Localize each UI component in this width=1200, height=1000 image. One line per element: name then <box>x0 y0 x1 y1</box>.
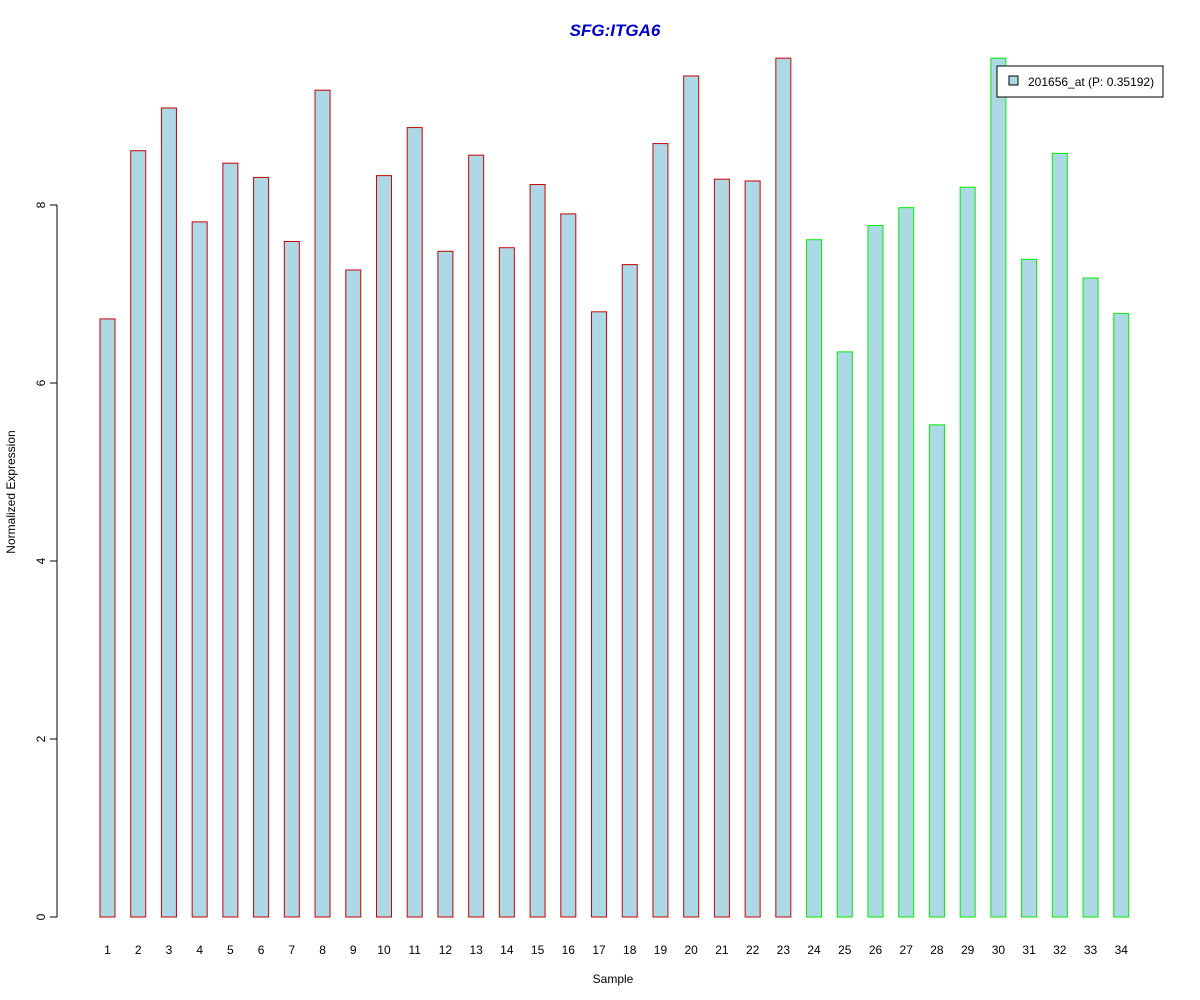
bar <box>621 264 638 918</box>
bar <box>468 154 485 918</box>
bar <box>1021 258 1038 918</box>
bar <box>990 57 1007 918</box>
x-tick-label: 11 <box>408 943 421 957</box>
x-tick-label: 20 <box>685 943 699 957</box>
y-axis: 0 2 4 6 8 <box>34 201 58 920</box>
bar <box>130 150 147 918</box>
bar <box>683 75 700 918</box>
bar <box>160 107 177 918</box>
bar <box>898 207 915 918</box>
bar <box>928 424 945 918</box>
legend-box <box>996 65 1164 98</box>
x-tick-label: 16 <box>562 943 576 957</box>
x-tick-label: 21 <box>715 943 729 957</box>
x-tick-label: 22 <box>746 943 760 957</box>
x-tick-label: 14 <box>500 943 514 957</box>
bar <box>867 224 884 918</box>
x-tick-labels: 1 2 3 4 5 6 7 8 9 10 11 12 13 14 15 16 17 18 19 20 21 22 23 24 2… <box>104 943 1128 957</box>
x-tick-label: 19 <box>654 943 668 957</box>
bar <box>959 186 976 918</box>
legend-swatch <box>1008 75 1019 86</box>
x-tick-label: 12 <box>439 943 453 957</box>
bar <box>283 240 300 918</box>
x-tick-label: 28 <box>930 943 944 957</box>
bar <box>1082 277 1099 918</box>
x-tick-label: 7 <box>288 943 295 957</box>
legend-label: 201656_at (P: 0.35192) <box>1028 75 1154 89</box>
bar <box>253 176 270 918</box>
x-tick-label: 26 <box>869 943 883 957</box>
bar <box>836 351 853 918</box>
x-tick-label: 30 <box>992 943 1006 957</box>
bar <box>1113 313 1130 918</box>
x-tick-label: 25 <box>838 943 852 957</box>
x-tick-label: 3 <box>166 943 173 957</box>
bar <box>406 127 423 918</box>
bar <box>529 184 546 918</box>
bar <box>1051 152 1068 918</box>
x-tick-label: 18 <box>623 943 637 957</box>
x-tick-label: 27 <box>900 943 914 957</box>
bar <box>806 239 823 918</box>
x-tick-label: 31 <box>1022 943 1036 957</box>
y-tick-label: 4 <box>34 557 48 564</box>
legend: 201656_at (P: 0.35192) <box>996 65 1164 98</box>
x-tick-label: 10 <box>377 943 391 957</box>
bar <box>775 57 792 918</box>
y-tick-label: 6 <box>34 379 48 386</box>
bars <box>99 57 1130 918</box>
bar <box>713 178 730 918</box>
x-tick-label: 1 <box>104 943 111 957</box>
bar <box>437 250 454 918</box>
bar <box>560 213 577 918</box>
x-tick-label: 9 <box>350 943 357 957</box>
bar <box>222 162 239 918</box>
x-tick-label: 15 <box>531 943 545 957</box>
bar <box>591 311 608 918</box>
bar <box>498 247 515 918</box>
bar <box>314 89 331 918</box>
x-tick-label: 23 <box>777 943 791 957</box>
x-tick-label: 17 <box>592 943 606 957</box>
bar <box>191 221 208 918</box>
y-tick-label: 0 <box>34 913 48 920</box>
bar <box>99 318 116 918</box>
x-tick-label: 29 <box>961 943 975 957</box>
x-axis-label: Sample <box>593 972 634 986</box>
x-tick-label: 8 <box>319 943 326 957</box>
x-tick-label: 24 <box>807 943 821 957</box>
chart-title: SFG:ITGA6 <box>570 21 661 40</box>
x-tick-label: 5 <box>227 943 234 957</box>
x-tick-label: 33 <box>1084 943 1098 957</box>
x-tick-label: 6 <box>258 943 265 957</box>
x-tick-label: 4 <box>196 943 203 957</box>
bar <box>744 180 761 918</box>
bar <box>345 269 362 918</box>
x-tick-label: 32 <box>1053 943 1067 957</box>
y-tick-label: 2 <box>34 735 48 742</box>
y-axis-label: Normalized Expression <box>4 430 18 553</box>
x-tick-label: 2 <box>135 943 142 957</box>
x-tick-label: 34 <box>1115 943 1129 957</box>
y-tick-label: 8 <box>34 201 48 208</box>
bar <box>375 175 392 918</box>
bar <box>652 143 669 918</box>
x-tick-label: 13 <box>469 943 483 957</box>
